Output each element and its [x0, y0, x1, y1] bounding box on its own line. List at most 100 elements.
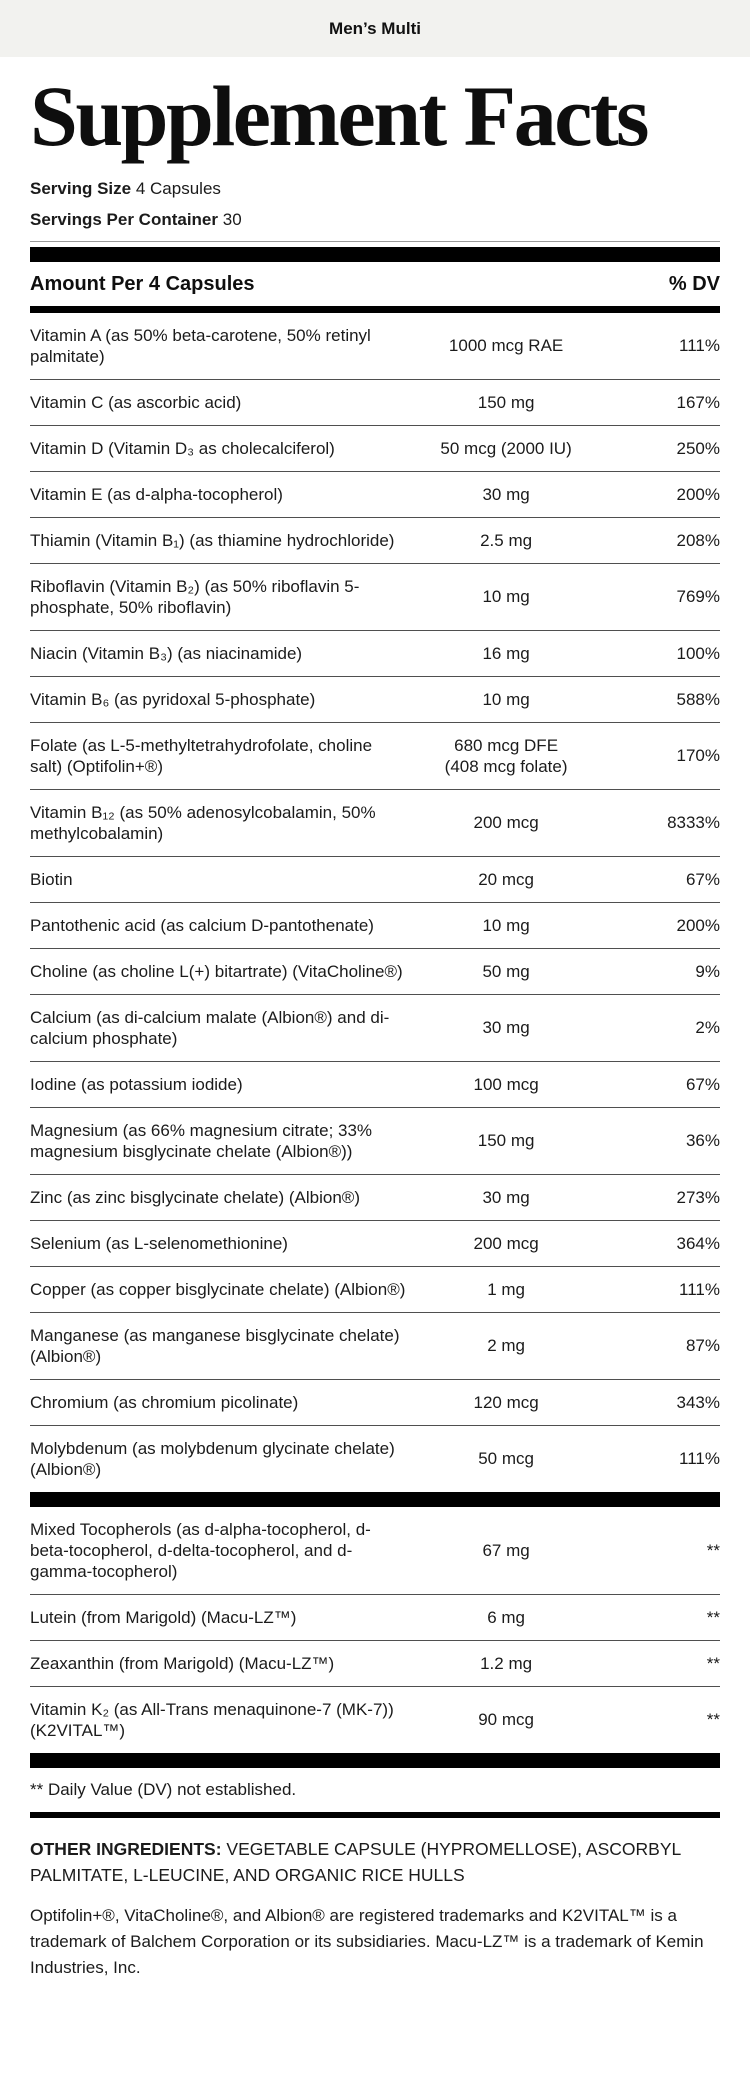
table-row: Vitamin K₂ (as All-Trans menaquinone-7 (…: [30, 1687, 720, 1753]
ingredient-amount: 150 mg: [477, 392, 535, 412]
ingredient-dv: 364%: [676, 1233, 720, 1253]
ingredient-dv: 167%: [676, 392, 720, 412]
ingredient-amount: 10 mg: [482, 915, 530, 935]
ingredient-name: Vitamin B₁₂ (as 50% adenosylcobalamin, 5…: [30, 802, 376, 843]
table-row: Calcium (as di-calcium malate (Albion®) …: [30, 995, 720, 1062]
table-row: Vitamin B₆ (as pyridoxal 5-phosphate) 10 …: [30, 677, 720, 723]
section-bottom-bar: [30, 1752, 720, 1768]
ingredient-name: Magnesium (as 66% magnesium citrate; 33%…: [30, 1120, 373, 1161]
ingredient-amount: 16 mg: [482, 643, 530, 663]
ingredient-amount: 680 mcg DFE (408 mcg folate): [444, 735, 568, 776]
section-divider-bar: [30, 1491, 720, 1507]
ingredient-dv: 67%: [685, 869, 720, 889]
table-row: Folate (as L-5-methyltetrahydrofolate, c…: [30, 723, 720, 790]
ingredient-name: Riboflavin (Vitamin B₂) (as 50% riboflav…: [30, 576, 360, 617]
ingredient-dv: 111%: [679, 1449, 720, 1469]
ingredient-amount: 100 mcg: [473, 1074, 539, 1094]
other-ingredients: OTHER INGREDIENTS: VEGETABLE CAPSULE (HY…: [30, 1836, 720, 1888]
ingredient-dv: 67%: [685, 1074, 720, 1094]
ingredient-dv: 100%: [676, 643, 720, 663]
ingredient-amount: 1 mg: [487, 1279, 525, 1299]
ingredient-amount: 67 mg: [482, 1540, 530, 1560]
serving-size-label: Serving Size: [30, 178, 132, 198]
ingredient-amount: 50 mg: [482, 961, 530, 981]
ingredient-amount: 120 mcg: [473, 1392, 539, 1412]
ingredient-amount: 10 mg: [482, 689, 530, 709]
table-row: Iodine (as potassium iodide) 100 mcg 67%: [30, 1062, 720, 1108]
table-row: Riboflavin (Vitamin B₂) (as 50% riboflav…: [30, 564, 720, 631]
ingredient-dv: 111%: [679, 336, 720, 356]
ingredient-name: Zinc (as zinc bisglycinate chelate) (Alb…: [30, 1187, 360, 1207]
ingredient-dv: 769%: [676, 587, 720, 607]
ingredient-name: Chromium (as chromium picolinate): [30, 1392, 299, 1412]
ingredient-dv: **: [706, 1710, 720, 1730]
ingredient-name: Copper (as copper bisglycinate chelate) …: [30, 1279, 406, 1299]
ingredient-name: Thiamin (Vitamin B₁) (as thiamine hydroc…: [30, 530, 395, 550]
ingredient-name: Molybdenum (as molybdenum glycinate chel…: [30, 1438, 395, 1479]
supplement-facts-title: Supplement Facts: [30, 68, 649, 164]
ingredient-amount: 30 mg: [482, 1187, 530, 1207]
ingredient-dv: 36%: [685, 1131, 720, 1151]
table-row: Vitamin E (as d-alpha-tocopherol) 30 mg 20…: [30, 472, 720, 518]
percent-dv-header: % DV: [668, 272, 720, 295]
table-row: Copper (as copper bisglycinate chelate) …: [30, 1267, 720, 1313]
ingredient-amount: 2.5 mg: [480, 530, 533, 550]
ingredient-name: Vitamin A (as 50% beta-carotene, 50% ret…: [30, 325, 371, 366]
ingredient-dv: **: [706, 1653, 720, 1673]
table-header-row: Amount Per 4 Capsules % DV: [30, 262, 720, 313]
no-dv-rows-group: Mixed Tocopherols (as d-alpha-tocopherol…: [30, 1507, 720, 1753]
ingredient-name: Pantothenic acid (as calcium D-pantothen…: [30, 915, 374, 935]
ingredient-amount: 90 mcg: [478, 1710, 534, 1730]
table-row: Zinc (as zinc bisglycinate chelate) (Alb…: [30, 1175, 720, 1221]
ingredient-name: Choline (as choline L(+) bitartrate) (Vi…: [30, 961, 403, 981]
table-row: Chromium (as chromium picolinate) 120 mcg…: [30, 1380, 720, 1426]
ingredient-name: Zeaxanthin (from Marigold) (Macu-LZ™): [30, 1653, 335, 1673]
ingredient-amount: 200 mcg: [473, 1233, 539, 1253]
table-row: Molybdenum (as molybdenum glycinate chel…: [30, 1426, 720, 1492]
serving-size-line: Serving Size 4 Capsules: [30, 179, 720, 199]
table-row: Magnesium (as 66% magnesium citrate; 33%…: [30, 1108, 720, 1175]
ingredient-dv: 2%: [695, 1018, 720, 1038]
table-row: Niacin (Vitamin B₃) (as niacinamide) 16 m…: [30, 631, 720, 677]
label-content: Supplement Facts Serving Size 4 Capsules…: [0, 68, 750, 2011]
hairline-divider: [30, 240, 720, 242]
servings-per-container-label: Servings Per Container: [30, 209, 219, 229]
ingredient-name: Selenium (as L-selenomethionine): [30, 1233, 288, 1253]
ingredient-name: Niacin (Vitamin B₃) (as niacinamide): [30, 643, 303, 663]
table-row: Vitamin D (Vitamin D₃ as cholecalciferol…: [30, 426, 720, 472]
amount-per-capsules-header: Amount Per 4 Capsules: [30, 272, 255, 295]
ingredient-amount: 10 mg: [482, 587, 530, 607]
ingredient-name: Lutein (from Marigold) (Macu-LZ™): [30, 1607, 297, 1627]
ingredient-name: Iodine (as potassium iodide): [30, 1074, 243, 1094]
ingredient-amount: 200 mcg: [473, 813, 539, 833]
ingredient-dv: **: [706, 1540, 720, 1560]
other-ingredients-value: VEGETABLE CAPSULE (HYPROMELLOSE), ASCORB…: [30, 1838, 681, 1885]
ingredient-name: Folate (as L-5-methyltetrahydrofolate, c…: [30, 735, 373, 776]
table-row: Mixed Tocopherols (as d-alpha-tocopherol…: [30, 1507, 720, 1595]
product-header-bar: Men’s Multi: [0, 0, 750, 57]
table-row: Vitamin B₁₂ (as 50% adenosylcobalamin, 5…: [30, 790, 720, 857]
ingredient-dv: 273%: [676, 1187, 720, 1207]
serving-size-value: 4 Capsules: [135, 178, 221, 198]
ingredient-amount: 20 mcg: [478, 869, 534, 889]
table-top-bar: [30, 246, 720, 262]
ingredient-dv: 8333%: [667, 813, 720, 833]
ingredient-dv: 87%: [685, 1336, 720, 1356]
ingredient-amount: 50 mcg: [478, 1449, 534, 1469]
table-row: Selenium (as L-selenomethionine) 200 mcg 3…: [30, 1221, 720, 1267]
ingredient-dv: 343%: [676, 1392, 720, 1412]
table-row: Zeaxanthin (from Marigold) (Macu-LZ™) 1.2…: [30, 1641, 720, 1687]
ingredient-name: Vitamin E (as d-alpha-tocopherol): [30, 484, 283, 504]
ingredient-dv: 250%: [676, 438, 720, 458]
ingredient-name: Manganese (as manganese bisglycinate che…: [30, 1325, 400, 1366]
trademark-note: Optifolin+®, VitaCholine®, and Albion® a…: [30, 1905, 704, 1977]
servings-per-container-value: 30: [222, 209, 242, 229]
table-row: Biotin 20 mcg 67%: [30, 857, 720, 903]
ingredient-name: Vitamin D (Vitamin D₃ as cholecalciferol…: [30, 438, 335, 458]
ingredient-name: Biotin: [30, 869, 73, 889]
table-row: Lutein (from Marigold) (Macu-LZ™) 6 mg **: [30, 1595, 720, 1641]
ingredient-name: Calcium (as di-calcium malate (Albion®) …: [30, 1007, 390, 1048]
ingredient-amount: 30 mg: [482, 484, 530, 504]
ingredient-dv: 208%: [676, 530, 720, 550]
